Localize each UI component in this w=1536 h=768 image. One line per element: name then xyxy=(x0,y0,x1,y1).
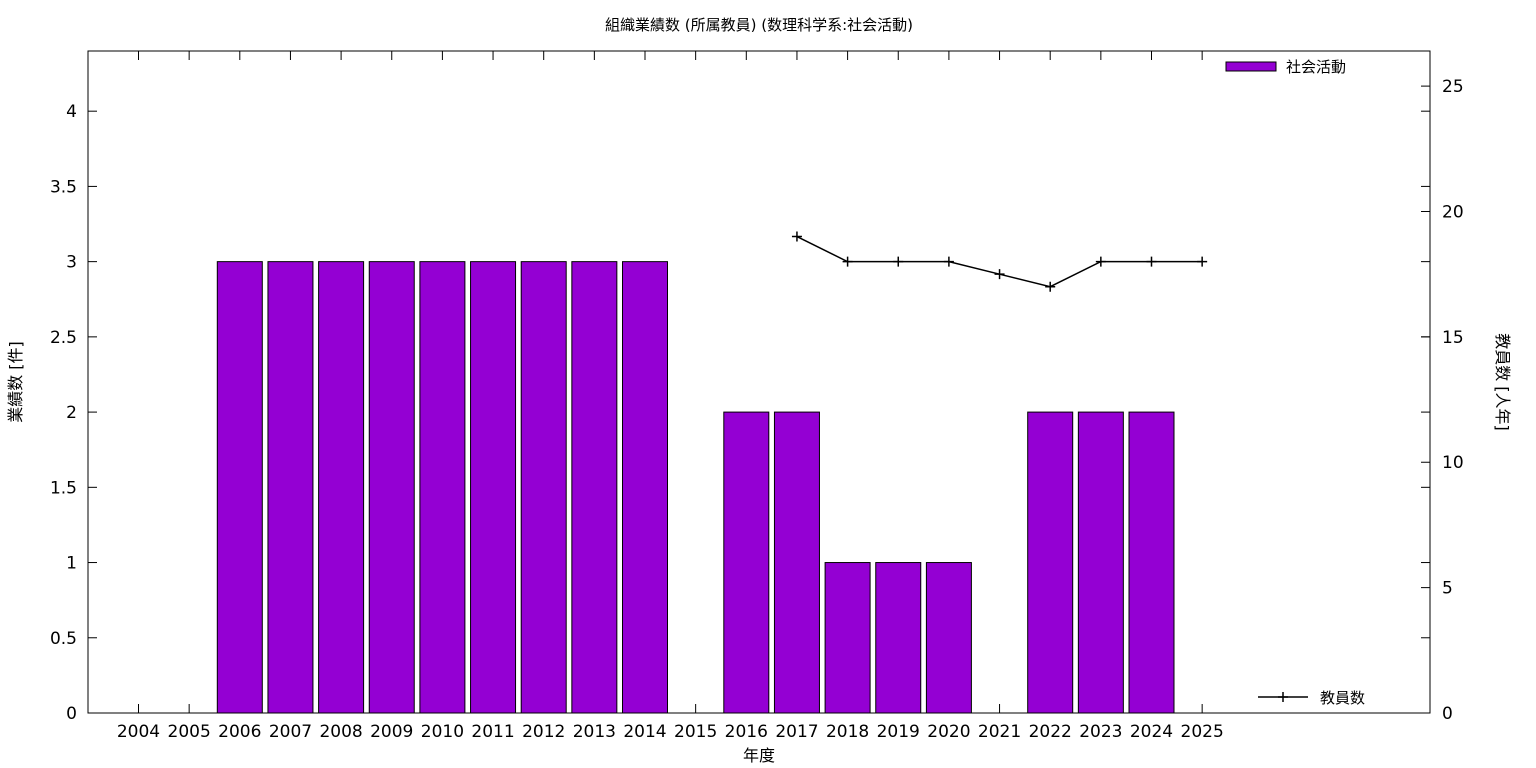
chart-title: 組織業績数 (所属教員) (数理科学系:社会活動) xyxy=(605,16,913,34)
bar-2013 xyxy=(571,261,618,714)
point-2023 xyxy=(1095,256,1106,267)
bar-2007 xyxy=(267,261,314,714)
x-axis-label: 年度 xyxy=(743,746,775,765)
x-tick-label: 2004 xyxy=(117,722,160,742)
y-tick-label: 2.5 xyxy=(50,328,77,348)
x-tick-label: 2019 xyxy=(877,722,920,742)
y2-axis-label: 教員数 [人年] xyxy=(1493,333,1512,431)
x-tick-label: 2011 xyxy=(471,722,514,742)
bar-2023 xyxy=(1077,411,1124,714)
bar-2017 xyxy=(773,411,820,714)
y2-tick-label: 5 xyxy=(1442,579,1453,599)
x-tick-label: 2022 xyxy=(1029,722,1072,742)
bar-2018 xyxy=(824,562,871,714)
x-tick-label: 2006 xyxy=(218,722,261,742)
y-tick-label: 0 xyxy=(66,704,77,724)
bar-2006 xyxy=(216,261,263,714)
y2-tick-label: 10 xyxy=(1442,453,1464,473)
bar-2024 xyxy=(1128,411,1175,714)
x-tick-label: 2025 xyxy=(1181,722,1224,742)
point-2022 xyxy=(1045,281,1056,292)
x-tick-label: 2017 xyxy=(775,722,818,742)
y-tick-label: 2 xyxy=(66,403,77,423)
y2-tick-label: 0 xyxy=(1442,704,1453,724)
point-2025 xyxy=(1197,256,1208,267)
bar-2011 xyxy=(470,261,517,714)
point-2021 xyxy=(994,269,1005,280)
legend-swatch-bar xyxy=(1225,61,1277,72)
y-tick-label: 3.5 xyxy=(50,177,77,197)
bar-2010 xyxy=(419,261,466,714)
legend-label-line: 教員数 xyxy=(1320,689,1365,707)
bar-2008 xyxy=(318,261,365,714)
bar-2012 xyxy=(520,261,567,714)
y2-tick-label: 15 xyxy=(1442,328,1464,348)
legend-marker-line xyxy=(1278,692,1288,702)
x-tick-label: 2018 xyxy=(826,722,869,742)
bar-2019 xyxy=(875,562,922,714)
x-tick-label: 2014 xyxy=(623,722,666,742)
x-tick-label: 2013 xyxy=(573,722,616,742)
x-tick-label: 2016 xyxy=(725,722,768,742)
x-tick-label: 2015 xyxy=(674,722,717,742)
x-tick-label: 2008 xyxy=(319,722,362,742)
x-tick-label: 2007 xyxy=(269,722,312,742)
x-tick-label: 2005 xyxy=(168,722,211,742)
bar-2014 xyxy=(622,261,668,714)
x-tick-label: 2010 xyxy=(421,722,464,742)
y-axis-label: 業績数 [件] xyxy=(6,341,25,423)
point-2019 xyxy=(893,256,904,267)
bar-2022 xyxy=(1027,411,1074,714)
x-tick-label: 2020 xyxy=(927,722,970,742)
y-tick-label: 4 xyxy=(66,102,77,122)
y2-tick-label: 25 xyxy=(1442,77,1464,97)
x-tick-label: 2024 xyxy=(1130,722,1173,742)
x-tick-label: 2012 xyxy=(522,722,565,742)
y-tick-label: 0.5 xyxy=(50,629,77,649)
point-2018 xyxy=(842,256,853,267)
plot-frame xyxy=(87,50,1431,714)
x-tick-label: 2021 xyxy=(978,722,1021,742)
y-tick-label: 1.5 xyxy=(50,478,77,498)
legend-label-bar: 社会活動 xyxy=(1286,58,1346,76)
y2-tick-label: 20 xyxy=(1442,202,1464,222)
faculty-count-line xyxy=(796,235,1203,288)
x-tick-label: 2023 xyxy=(1079,722,1122,742)
point-2024 xyxy=(1146,256,1157,267)
bar-2009 xyxy=(368,261,415,714)
y-tick-label: 3 xyxy=(66,253,77,273)
bar-2016 xyxy=(723,411,770,714)
point-2020 xyxy=(943,256,954,267)
y-tick-label: 1 xyxy=(66,554,77,574)
bar-2020 xyxy=(925,562,972,714)
x-tick-label: 2009 xyxy=(370,722,413,742)
point-2017 xyxy=(791,231,802,242)
